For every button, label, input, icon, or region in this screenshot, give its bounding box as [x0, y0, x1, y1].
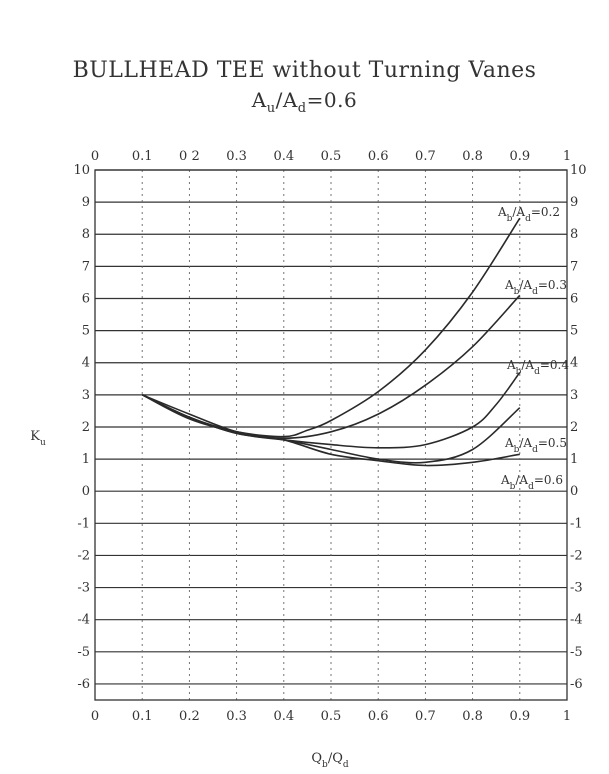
x-tick-label-bottom: 1 — [563, 709, 571, 724]
y-tick-label-right: 6 — [570, 291, 578, 306]
y-tick-label-right: 2 — [570, 420, 578, 435]
y-tick-label-left: 7 — [82, 259, 90, 274]
series-line-5 — [141, 394, 520, 467]
series-lines — [141, 217, 521, 467]
series-label-3: Ab/Ad=0.4 — [506, 358, 569, 377]
x-tick-label-bottom: 0 — [91, 709, 99, 724]
plot-frame — [94, 169, 568, 701]
chart-subtitle: Au/Ad=0.6 — [0, 88, 609, 116]
x-axis-label: Qb/Qd — [311, 751, 348, 770]
x-tick-label-bottom: 0.2 — [179, 709, 200, 724]
y-tick-label-left: 1 — [82, 452, 90, 467]
x-tick-label-top: 0.5 — [321, 149, 342, 164]
x-tick-label-top: 0 — [91, 149, 99, 164]
subtitle-u: u — [266, 101, 276, 116]
y-tick-label-right: -6 — [570, 677, 583, 692]
series-line-4 — [141, 394, 521, 464]
x-tick-label-bottom: 0.6 — [368, 709, 389, 724]
y-tick-label-left: 9 — [82, 195, 90, 210]
y-tick-label-right: -1 — [570, 516, 583, 531]
x-tick-label-top: 0.7 — [415, 149, 436, 164]
subtitle-slash-a: /A — [275, 88, 298, 112]
y-tick-label-left: -2 — [77, 548, 90, 563]
y-tick-label-right: 3 — [570, 388, 578, 403]
x-tick-label-top: 0.8 — [462, 149, 483, 164]
y-tick-label-right: -2 — [570, 548, 583, 563]
x-tick-label-bottom: 0.3 — [226, 709, 247, 724]
y-tick-label-left: -1 — [77, 516, 90, 531]
series-label-5: Ab/Ad=0.6 — [500, 473, 563, 492]
x-tick-label-top: 1 — [563, 149, 571, 164]
y-tick-label-left: 6 — [82, 291, 90, 306]
x-tick-label-top: 0 2 — [179, 149, 200, 164]
y-tick-label-left: -5 — [77, 645, 90, 660]
y-axis-label: Ku — [30, 429, 46, 448]
x-tick-label-top: 0.9 — [509, 149, 530, 164]
series-labels: Ab/Ad=0.2 Ab/Ad=0.3 Ab/Ad=0.4 Ab/Ad=0.5 Ab/A… — [497, 205, 569, 492]
y-tick-label-right: 5 — [570, 324, 578, 339]
series-label-4: Ab/Ad=0.5 — [504, 436, 567, 455]
y-tick-label-left: -6 — [77, 677, 90, 692]
y-tick-label-left: 3 — [82, 388, 90, 403]
series-label-2: Ab/Ad=0.3 — [504, 278, 567, 297]
x-tick-label-bottom: 0.8 — [462, 709, 483, 724]
series-label-1: Ab/Ad=0.2 — [497, 205, 560, 224]
x-tick-label-bottom: 0.7 — [415, 709, 436, 724]
subtitle-d: d — [297, 101, 307, 116]
y-tick-label-right: 9 — [570, 195, 578, 210]
x-tick-label-bottom: 0.9 — [509, 709, 530, 724]
y-tick-label-left: -3 — [77, 581, 90, 596]
subtitle-value: =0.6 — [306, 88, 358, 112]
tick-labels: 10 109 98 87 76 65 54 43 32 21 10 0-1 -1-2 -2-3 -3-4 -4… — [73, 149, 586, 724]
x-tick-label-bottom: 0.5 — [321, 709, 342, 724]
y-tick-label-right: 0 — [570, 484, 578, 499]
x-tick-label-top: 0.1 — [132, 149, 153, 164]
y-tick-label-left: 4 — [82, 356, 90, 371]
x-tick-label-bottom: 0.4 — [273, 709, 294, 724]
grid — [95, 169, 567, 700]
y-tick-label-right: -4 — [570, 613, 583, 628]
subtitle-a: A — [251, 88, 267, 112]
y-tick-label-right: 4 — [570, 356, 578, 371]
y-tick-label-right: -5 — [570, 645, 583, 660]
y-tick-label-right: -3 — [570, 581, 583, 596]
y-tick-label-right: 1 — [570, 452, 578, 467]
x-tick-label-top: 0.6 — [368, 149, 389, 164]
y-tick-label-right: 10 — [570, 163, 587, 178]
y-tick-label-left: 10 — [73, 163, 90, 178]
y-tick-label-left: -4 — [77, 613, 90, 628]
x-tick-label-bottom: 0.1 — [132, 709, 153, 724]
x-tick-label-top: 0.4 — [273, 149, 294, 164]
y-tick-label-left: 2 — [82, 420, 90, 435]
x-tick-label-top: 0.3 — [226, 149, 247, 164]
y-tick-label-left: 5 — [82, 324, 90, 339]
plot-border — [94, 169, 568, 701]
y-tick-label-left: 8 — [82, 227, 90, 242]
y-tick-label-right: 8 — [570, 227, 578, 242]
chart-title: BULLHEAD TEE without Turning Vanes — [72, 58, 537, 83]
y-tick-label-left: 0 — [82, 484, 90, 499]
y-tick-label-right: 7 — [570, 259, 578, 274]
